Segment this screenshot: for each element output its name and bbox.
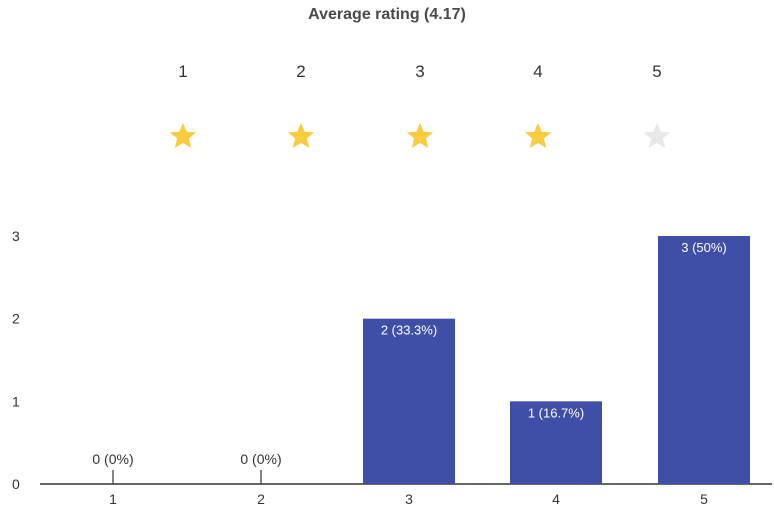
bar <box>363 318 455 484</box>
rating-number: 2 <box>296 62 306 81</box>
x-tick-label: 4 <box>552 491 560 507</box>
data-label: 1 (16.7%) <box>528 405 584 420</box>
rating-number: 1 <box>178 62 188 81</box>
star-icon <box>287 122 315 148</box>
star-icon <box>169 122 197 148</box>
data-label: 0 (0%) <box>92 451 133 467</box>
x-tick-label: 3 <box>405 491 413 507</box>
rating-option-4: 4 <box>518 61 558 151</box>
data-label: 2 (33.3%) <box>381 323 437 338</box>
data-label: 0 (0%) <box>240 451 281 467</box>
star-icon <box>406 122 434 148</box>
y-tick-label: 0 <box>12 476 20 492</box>
rating-option-5: 5 <box>637 61 677 151</box>
y-tick-label: 1 <box>12 393 20 409</box>
rating-number: 3 <box>415 62 425 81</box>
rating-option-2: 2 <box>281 61 321 151</box>
rating-number: 5 <box>652 62 662 81</box>
rating-option-3: 3 <box>400 61 440 151</box>
data-label: 3 (50%) <box>681 240 727 255</box>
x-tick-label: 1 <box>109 491 117 507</box>
star-icon <box>524 122 552 148</box>
rating-option-1: 1 <box>163 61 203 151</box>
chart-title: Average rating (4.17) <box>308 6 466 23</box>
rating-scale: 1 2 3 4 5 <box>0 0 774 160</box>
y-tick-label: 2 <box>12 311 20 327</box>
x-tick-label: 5 <box>700 491 708 507</box>
y-tick-label: 3 <box>12 228 20 244</box>
bar <box>658 236 750 484</box>
bar <box>510 401 602 484</box>
x-tick-label: 2 <box>257 491 265 507</box>
star-icon <box>643 122 671 148</box>
rating-number: 4 <box>533 62 543 81</box>
